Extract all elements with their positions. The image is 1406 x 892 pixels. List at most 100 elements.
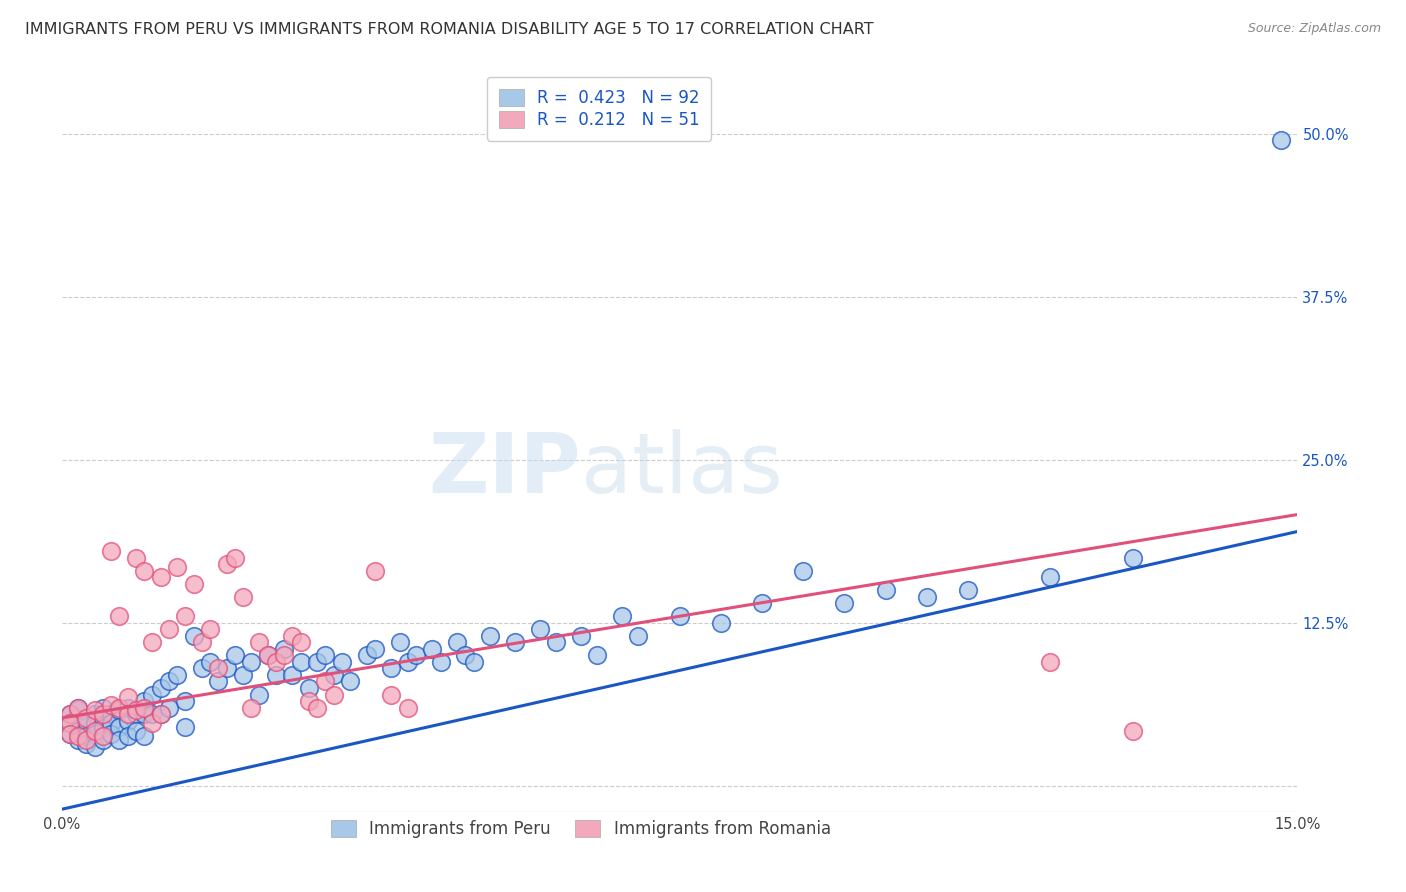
Point — [59, 716, 82, 731]
Point — [75, 733, 97, 747]
Point — [915, 590, 938, 604]
Point — [422, 641, 444, 656]
Point — [322, 668, 344, 682]
Point — [224, 648, 246, 663]
Point — [166, 668, 188, 682]
Point — [100, 726, 122, 740]
Point — [380, 661, 402, 675]
Point — [503, 635, 526, 649]
Point — [364, 641, 387, 656]
Point — [240, 700, 263, 714]
Text: IMMIGRANTS FROM PERU VS IMMIGRANTS FROM ROMANIA DISABILITY AGE 5 TO 17 CORRELATI: IMMIGRANTS FROM PERU VS IMMIGRANTS FROM … — [25, 22, 875, 37]
Point — [67, 729, 90, 743]
Point — [117, 714, 139, 728]
Point — [149, 707, 172, 722]
Point — [240, 655, 263, 669]
Point — [264, 655, 287, 669]
Point — [108, 700, 131, 714]
Point — [322, 688, 344, 702]
Point — [157, 700, 180, 714]
Point — [834, 596, 856, 610]
Point — [330, 655, 353, 669]
Point — [117, 690, 139, 705]
Point — [134, 729, 156, 743]
Point — [479, 629, 502, 643]
Text: ZIP: ZIP — [429, 429, 581, 510]
Point — [117, 729, 139, 743]
Point — [232, 590, 254, 604]
Point — [273, 648, 295, 663]
Point — [454, 648, 477, 663]
Point — [1039, 570, 1062, 584]
Point — [149, 681, 172, 695]
Point — [141, 635, 163, 649]
Point — [91, 729, 114, 743]
Point — [91, 711, 114, 725]
Point — [157, 674, 180, 689]
Point — [446, 635, 468, 649]
Point — [83, 707, 105, 722]
Point — [281, 629, 304, 643]
Point — [307, 700, 329, 714]
Point — [91, 700, 114, 714]
Point — [668, 609, 690, 624]
Point — [100, 707, 122, 722]
Point — [191, 635, 214, 649]
Point — [364, 564, 387, 578]
Point — [75, 714, 97, 728]
Point — [83, 724, 105, 739]
Point — [610, 609, 633, 624]
Point — [75, 729, 97, 743]
Point — [256, 648, 278, 663]
Point — [91, 733, 114, 747]
Point — [91, 707, 114, 722]
Point — [125, 550, 148, 565]
Point — [59, 707, 82, 722]
Point — [100, 716, 122, 731]
Point — [108, 720, 131, 734]
Text: atlas: atlas — [581, 429, 783, 510]
Point — [751, 596, 773, 610]
Legend: Immigrants from Peru, Immigrants from Romania: Immigrants from Peru, Immigrants from Ro… — [323, 813, 838, 845]
Point — [1122, 724, 1144, 739]
Point — [339, 674, 361, 689]
Point — [134, 564, 156, 578]
Point — [429, 655, 451, 669]
Point — [108, 703, 131, 717]
Point — [544, 635, 567, 649]
Point — [149, 570, 172, 584]
Point — [290, 635, 312, 649]
Point — [586, 648, 609, 663]
Point — [117, 700, 139, 714]
Point — [59, 716, 82, 731]
Point — [125, 724, 148, 739]
Point — [174, 609, 197, 624]
Point — [792, 564, 814, 578]
Point — [1122, 550, 1144, 565]
Point — [134, 700, 156, 714]
Point — [405, 648, 427, 663]
Text: Source: ZipAtlas.com: Source: ZipAtlas.com — [1247, 22, 1381, 36]
Point — [183, 576, 205, 591]
Point — [215, 661, 238, 675]
Point — [463, 655, 485, 669]
Point — [956, 583, 979, 598]
Point — [157, 622, 180, 636]
Point — [224, 550, 246, 565]
Point — [67, 733, 90, 747]
Point — [307, 655, 329, 669]
Point — [314, 674, 336, 689]
Point — [59, 726, 82, 740]
Point — [83, 739, 105, 754]
Point — [125, 707, 148, 722]
Point — [75, 737, 97, 751]
Point — [59, 726, 82, 740]
Point — [249, 635, 271, 649]
Point — [396, 655, 419, 669]
Point — [273, 641, 295, 656]
Point — [396, 700, 419, 714]
Point — [83, 703, 105, 717]
Point — [75, 720, 97, 734]
Point — [100, 544, 122, 558]
Point — [281, 668, 304, 682]
